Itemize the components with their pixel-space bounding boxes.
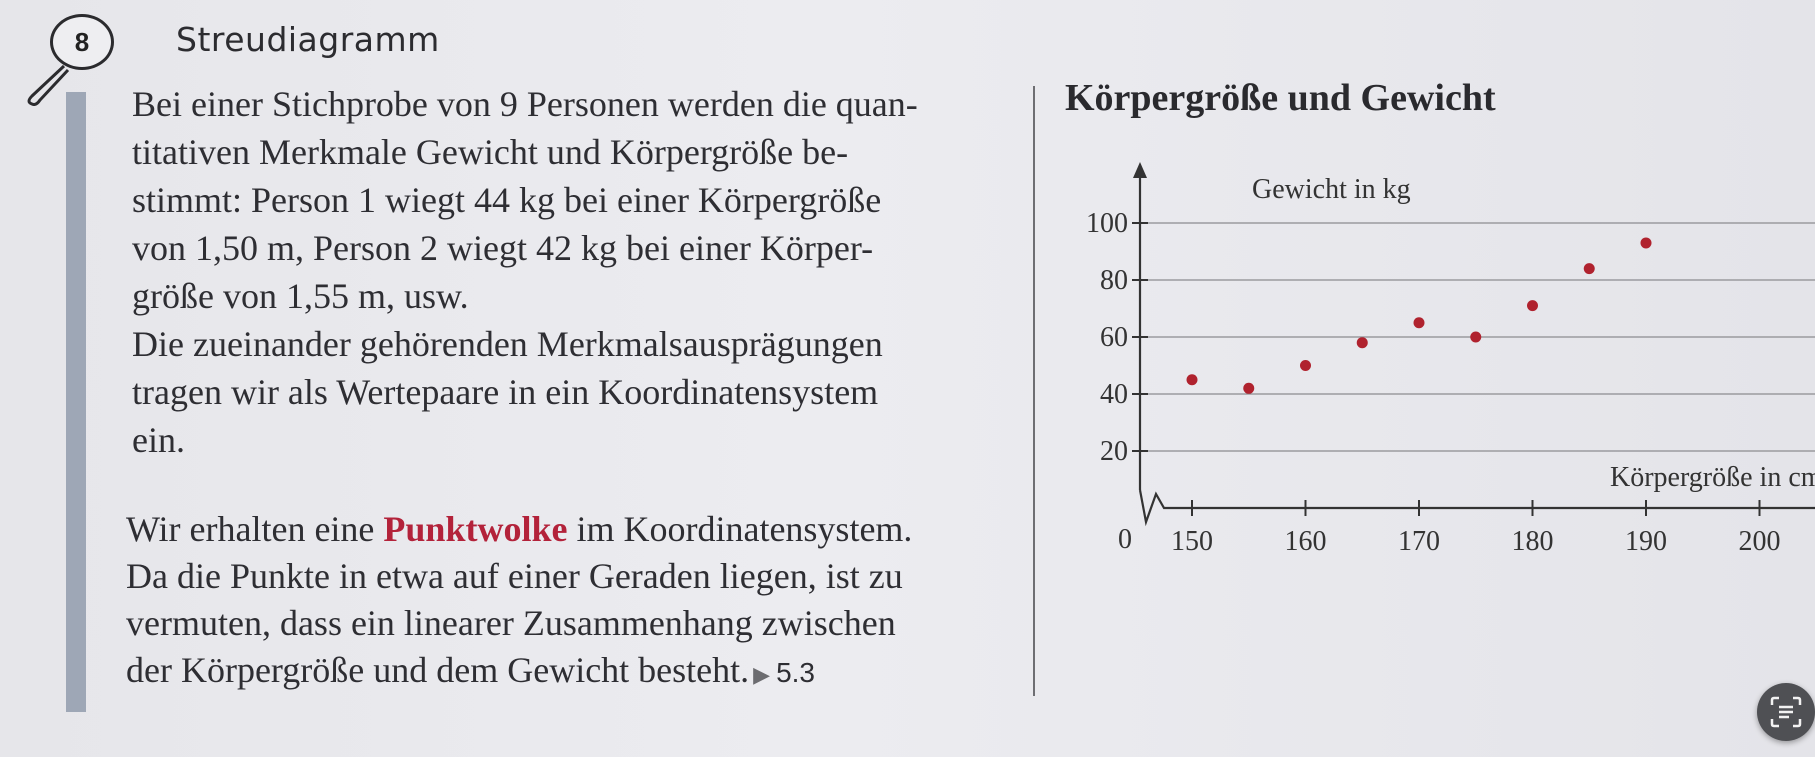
y-axis-arrow: [1133, 162, 1147, 178]
text-line: vermuten, dass ein linearer Zusammenhang…: [126, 603, 896, 643]
text-span: der Körpergröße und dem Gewicht besteht.: [126, 650, 750, 690]
chart-title: Körpergröße und Gewicht: [1065, 77, 1496, 119]
key-term: Punktwolke: [383, 509, 568, 549]
text-line: Wir erhalten eine Punktwolke im Koordina…: [126, 506, 996, 553]
text-line: von 1,50 m, Person 2 wiegt 42 kg bei ein…: [132, 228, 874, 268]
data-point: [1527, 300, 1538, 312]
y-tick-label: 100: [1086, 208, 1128, 239]
text-line: Da die Punkte in etwa auf einer Geraden …: [126, 556, 903, 596]
section-number-badge: 8: [50, 14, 114, 70]
cross-reference: 5.3: [776, 657, 816, 688]
text-span: im Koordinatensystem.: [567, 509, 913, 549]
origin-label: 0: [1118, 524, 1132, 555]
section-title: Streudiagramm: [176, 20, 440, 59]
text-line: stimmt: Person 1 wiegt 44 kg bei einer K…: [132, 180, 882, 220]
margin-bar: [66, 92, 86, 712]
column-divider: [1033, 86, 1035, 696]
data-point: [1470, 331, 1482, 343]
data-point: [1413, 317, 1425, 329]
reference-arrow-icon: ▶: [753, 662, 771, 687]
x-axis-line: [1138, 489, 1815, 527]
x-tick-label: 190: [1625, 526, 1667, 557]
y-tick-label: 80: [1100, 265, 1128, 296]
x-tick-label: 150: [1171, 526, 1213, 557]
y-tick-label: 40: [1100, 379, 1128, 410]
text-line: Bei einer Stichprobe von 9 Personen werd…: [132, 84, 918, 124]
axis-layer: 20 40 60 80 100 150 160 170 180 190 200: [1086, 162, 1815, 557]
y-axis-title: Gewicht in kg: [1252, 174, 1411, 205]
point-layer: [1186, 237, 1652, 394]
text-line: titativen Merkmale Gewicht und Körpergrö…: [132, 132, 849, 172]
data-point: [1640, 237, 1652, 249]
magnifier-handle-icon: [27, 64, 70, 106]
text-scan-button[interactable]: [1757, 683, 1815, 741]
text-line: der Körpergröße und dem Gewicht besteht.…: [126, 647, 996, 698]
y-tick-label: 60: [1100, 322, 1128, 353]
x-tick-label: 170: [1398, 526, 1440, 557]
x-tick-label: 160: [1285, 526, 1327, 557]
data-point: [1243, 382, 1255, 394]
data-point: [1356, 337, 1368, 349]
text-line: tragen wir als Wertepaare in ein Koordin…: [132, 372, 879, 412]
intro-paragraph: Bei einer Stichprobe von 9 Personen werd…: [132, 80, 992, 464]
text-scan-icon: [1770, 696, 1802, 728]
scatter-chart: 20 40 60 80 100 150 160 170 180 190 200 Gewicht in…: [1086, 162, 1815, 557]
conclusion-paragraph: Wir erhalten eine Punktwolke im Koordina…: [126, 506, 996, 698]
x-axis-title: Körpergröße in cm: [1610, 462, 1815, 493]
data-point: [1186, 374, 1198, 386]
section-number: 8: [74, 26, 90, 57]
data-point: [1300, 360, 1311, 371]
text-line: ein.: [132, 420, 185, 460]
text-line: Die zueinander gehörenden Merkmalsausprä…: [132, 324, 883, 364]
x-tick-label: 180: [1512, 526, 1554, 557]
text-line: größe von 1,55 m, usw.: [132, 276, 469, 316]
x-tick-label: 200: [1739, 526, 1781, 557]
data-point: [1583, 263, 1595, 275]
y-tick-label: 20: [1100, 436, 1128, 467]
text-span: Wir erhalten eine: [126, 509, 384, 549]
